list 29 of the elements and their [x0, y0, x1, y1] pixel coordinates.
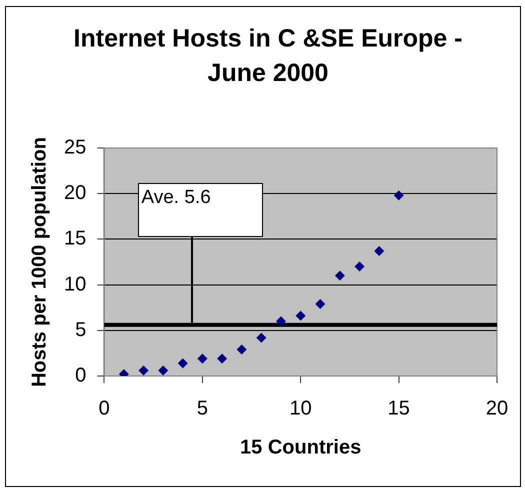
x-tick-label: 5 — [196, 398, 208, 420]
point — [394, 190, 404, 200]
ref-line-label: Ave. 5.6 — [141, 186, 211, 208]
y-tick-label: 0 — [75, 364, 86, 387]
y-tick-label: 5 — [75, 318, 86, 341]
point — [256, 332, 266, 343]
point — [334, 270, 345, 281]
y-tick-label: 10 — [64, 273, 86, 296]
y-tick-label: 20 — [64, 182, 86, 204]
y-tick-label: 25 — [64, 136, 86, 159]
point — [315, 298, 326, 309]
x-tick-label: 15 — [388, 398, 410, 420]
point — [276, 316, 286, 326]
point — [296, 310, 306, 321]
point — [217, 354, 228, 364]
point — [354, 262, 365, 272]
point — [178, 358, 188, 368]
point — [197, 354, 208, 364]
point — [158, 366, 168, 376]
x-tick-label: 10 — [290, 398, 312, 420]
x-tick-label: 0 — [98, 398, 110, 420]
x-axis-title: 15 Countries — [240, 436, 362, 459]
point — [236, 344, 247, 355]
x-tick-label: 20 — [486, 398, 508, 420]
y-axis-title: Hosts per 1000 population — [28, 136, 51, 388]
point — [138, 366, 149, 376]
point — [374, 246, 384, 256]
y-tick-label: 15 — [64, 228, 86, 250]
chart-title: Internet Hosts in C &SE Europe - June 2000 — [74, 24, 462, 87]
